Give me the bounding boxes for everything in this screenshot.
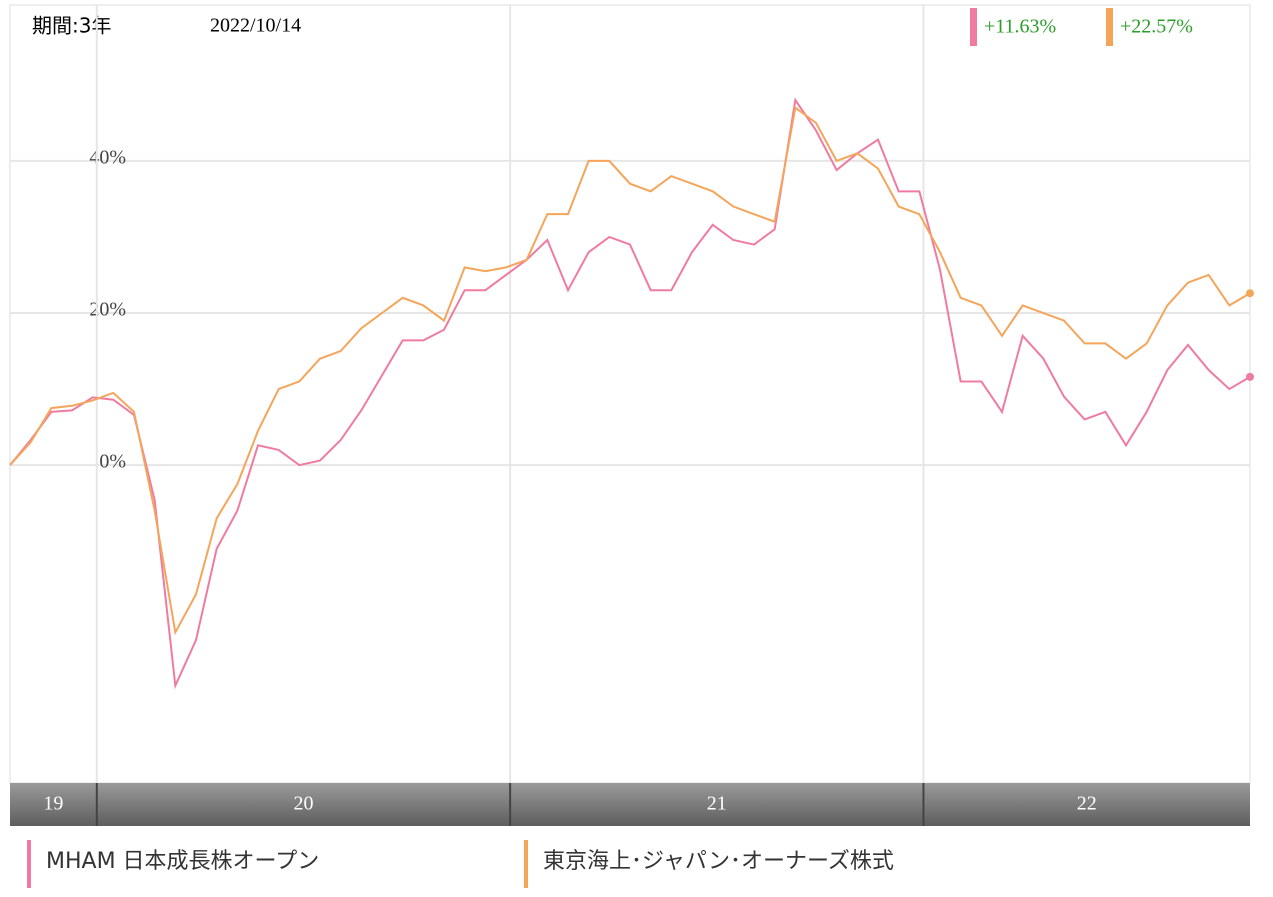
return-label: +22.57% — [1120, 16, 1193, 38]
series-line — [9, 97, 1251, 690]
y-tick-label: 40% — [89, 146, 126, 168]
y-tick-label: 20% — [89, 299, 126, 321]
end-marker — [1246, 372, 1254, 381]
x-tick-label: 21 — [707, 793, 727, 815]
x-tick-label: 20 — [293, 793, 313, 815]
year-bar — [10, 783, 1250, 826]
y-tick-label: 0% — [99, 451, 126, 473]
x-tick-label: 19 — [43, 793, 63, 815]
legend-swatch — [27, 840, 31, 888]
plot-area — [9, 4, 1251, 784]
legend-label: 東京海上･ジャパン･オーナーズ株式 — [543, 849, 894, 874]
legend-swatch — [524, 840, 528, 888]
series-line — [9, 105, 1251, 636]
period: 期間:3年 — [32, 14, 111, 38]
x-tick-label: 22 — [1077, 793, 1097, 815]
end-marker — [1246, 289, 1254, 298]
date: 2022/10/14 — [210, 15, 301, 37]
return-label: +11.63% — [984, 16, 1056, 38]
legend-label: MHAM 日本成長株オープン — [46, 849, 319, 874]
return-swatch — [970, 8, 977, 46]
return-swatch — [1106, 8, 1113, 46]
